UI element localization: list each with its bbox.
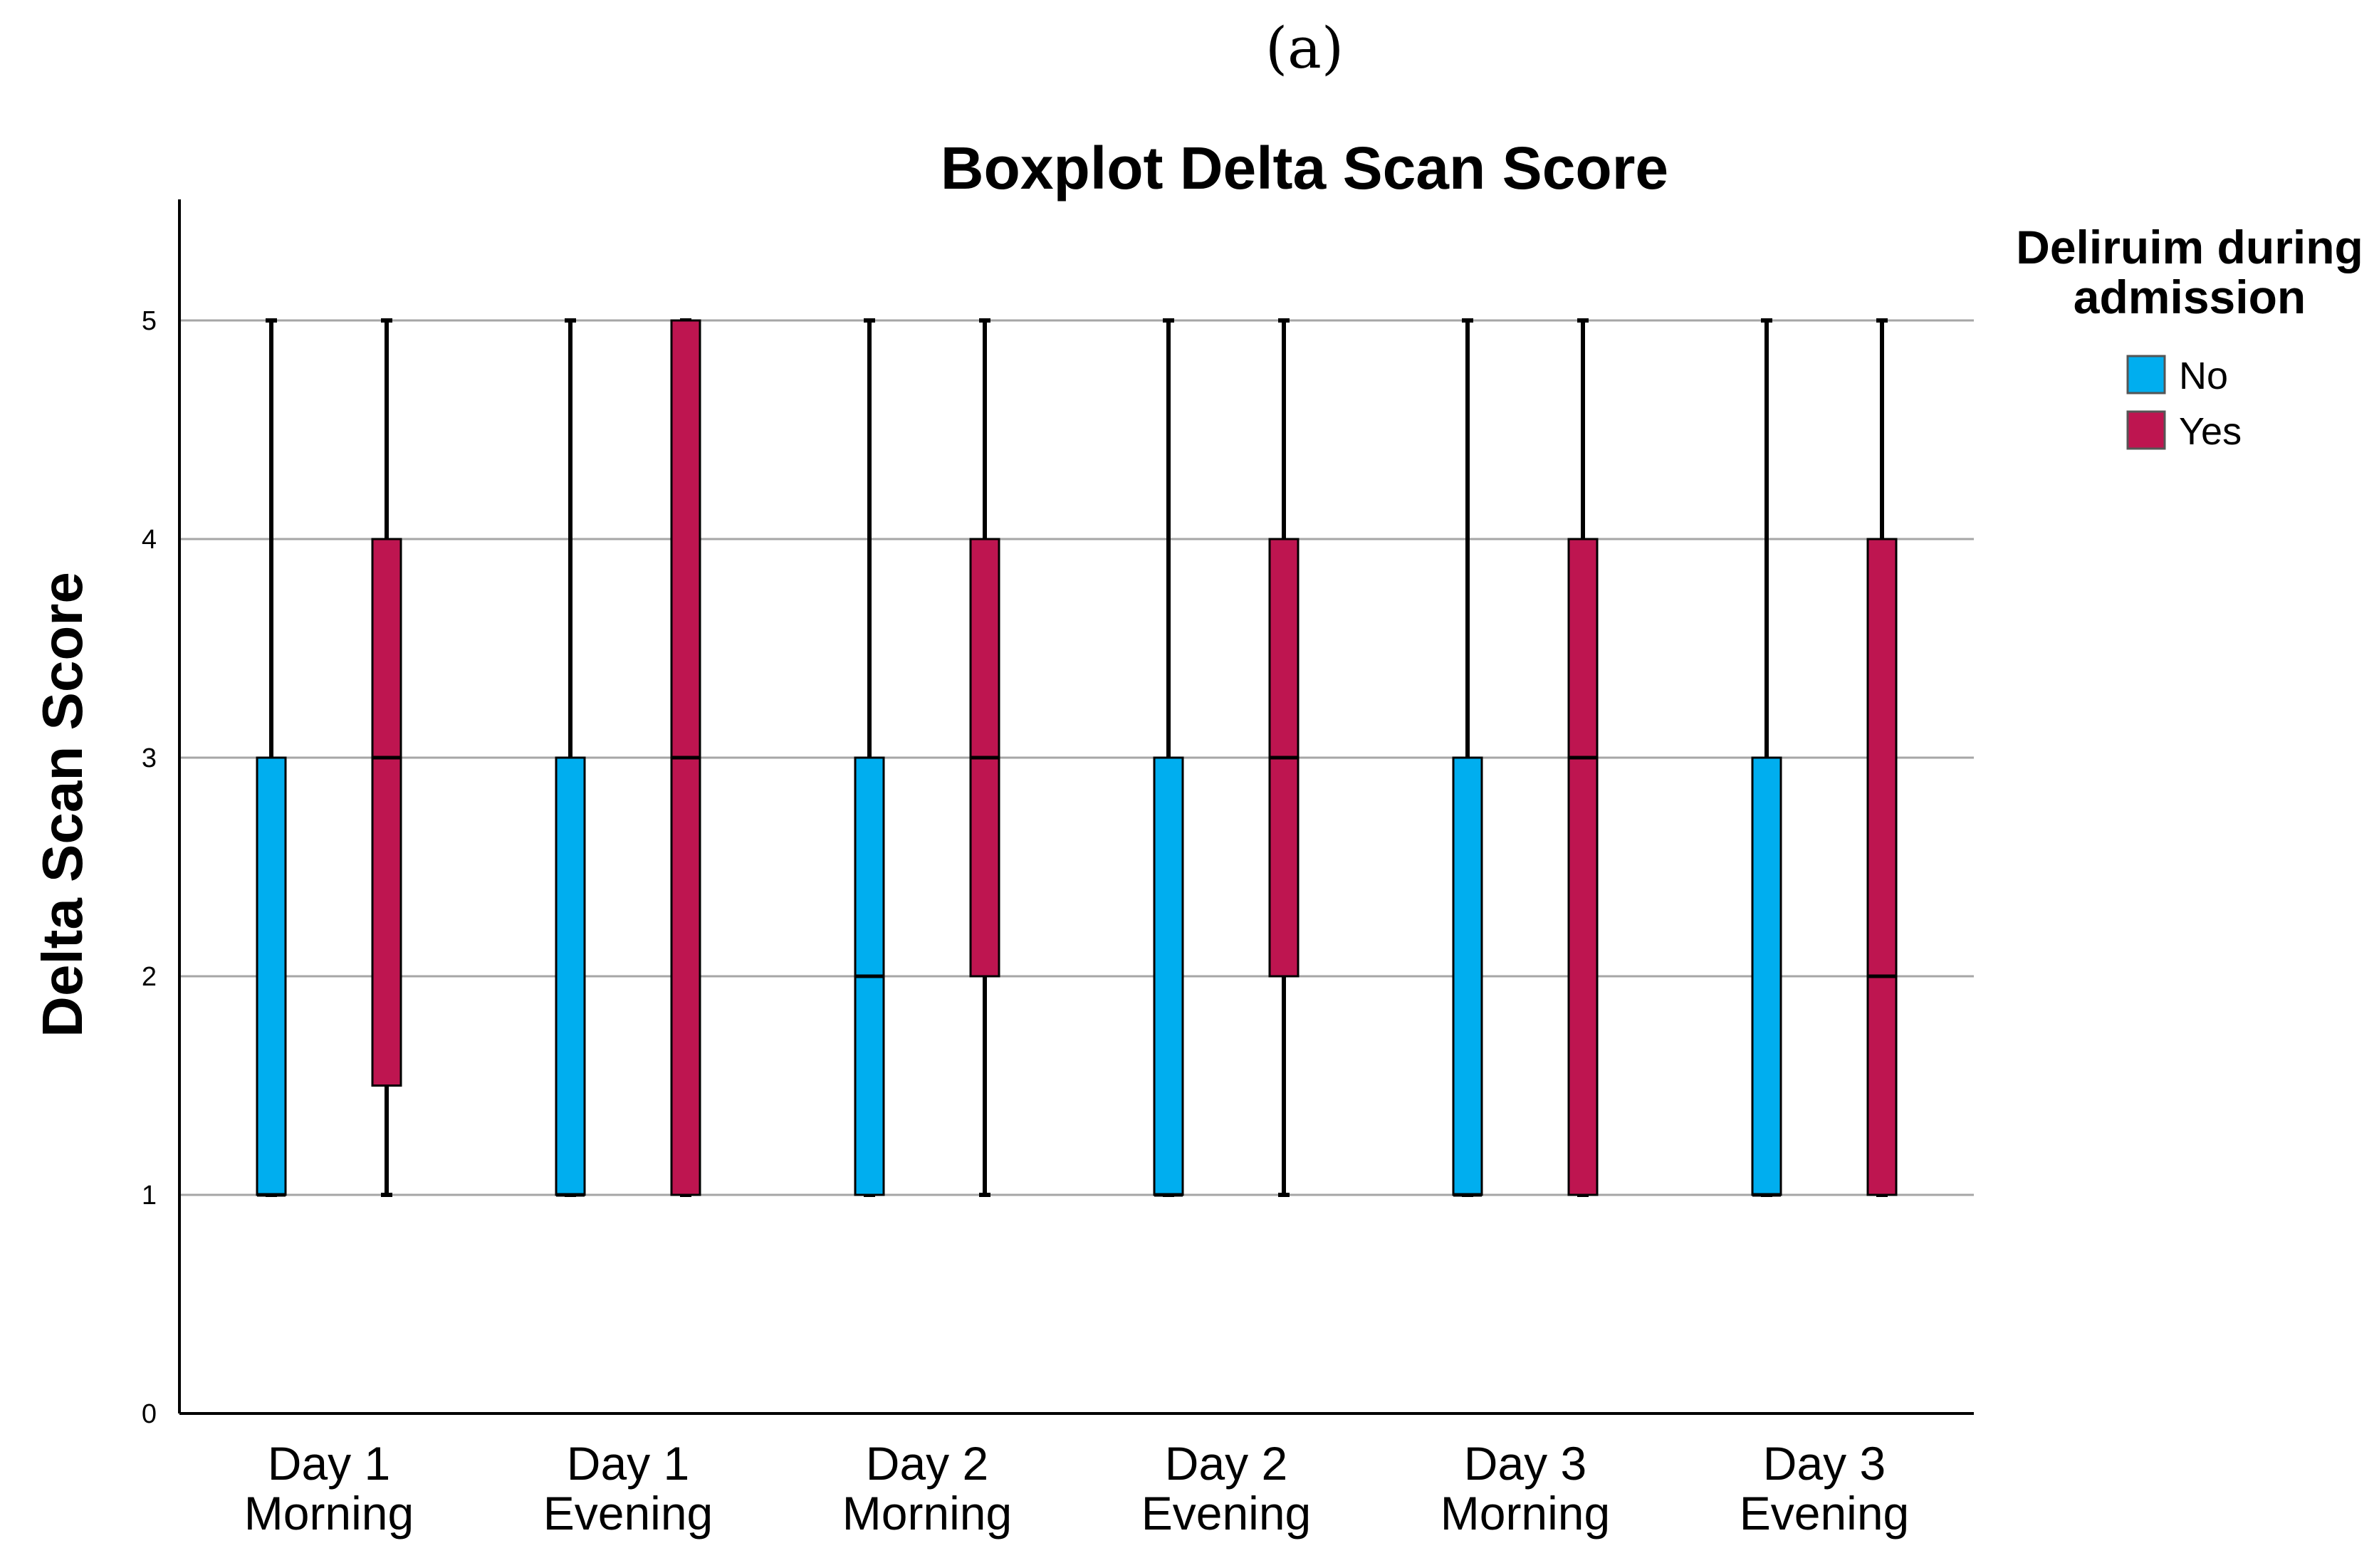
legend-swatch-no <box>2126 355 2166 394</box>
y-tick-label: 0 <box>142 1399 157 1429</box>
y-tick-label: 1 <box>142 1181 157 1211</box>
x-tick-label: Evening <box>1141 1487 1312 1540</box>
legend-label-no: No <box>2179 355 2228 397</box>
x-tick-label: Morning <box>842 1487 1012 1540</box>
legend-label-yes: Yes <box>2179 410 2242 453</box>
box-yes-4 <box>1268 318 1300 1197</box>
box-no-2 <box>555 318 586 1197</box>
box-no-6 <box>1751 318 1782 1197</box>
y-tick-label: 5 <box>142 306 157 336</box>
x-tick-label: Day 3 <box>1464 1437 1586 1490</box>
box-yes-1 <box>371 318 402 1197</box>
axes <box>178 199 1974 1415</box>
box-body <box>1567 538 1599 1196</box>
box-yes-3 <box>969 318 1000 1197</box>
x-tick-label: Day 2 <box>1165 1437 1287 1490</box>
x-tick-label: Day 1 <box>268 1437 390 1490</box>
box-no-5 <box>1452 318 1483 1197</box>
y-tick-label: 4 <box>142 525 157 555</box>
box-body <box>371 538 402 1087</box>
box-body <box>256 756 287 1196</box>
y-tick-label: 2 <box>142 962 157 992</box>
chart-title: Boxplot Delta Scan Score <box>941 135 1668 202</box>
box-body <box>1452 756 1483 1196</box>
x-tick-label: Day 2 <box>866 1437 988 1490</box>
box-yes-2 <box>670 318 701 1197</box>
x-tick-label: Morning <box>244 1487 414 1540</box>
x-tick-label: Day 1 <box>567 1437 689 1490</box>
box-body <box>1751 756 1782 1196</box>
box-no-4 <box>1153 318 1184 1197</box>
box-yes-6 <box>1866 318 1898 1197</box>
box-yes-5 <box>1567 318 1599 1197</box>
boxes <box>256 318 1898 1197</box>
x-tick-label: Morning <box>1441 1487 1610 1540</box>
panel-label: (a) <box>1265 15 1344 81</box>
x-tick-label: Evening <box>543 1487 713 1540</box>
legend-title: admission <box>2074 271 2306 323</box>
x-tick-label: Day 3 <box>1763 1437 1886 1490</box>
box-body <box>555 756 586 1196</box>
legend-swatch-yes <box>2126 410 2166 450</box>
y-axis-label: Delta Scan Score <box>31 572 94 1038</box>
box-no-1 <box>256 318 287 1197</box>
y-tick-label: 3 <box>142 743 157 773</box>
gridlines <box>179 319 1974 1196</box>
legend-title: Deliruim during <box>2016 221 2363 273</box>
box-no-3 <box>854 318 885 1197</box>
x-tick-label: Evening <box>1740 1487 1910 1540</box>
box-body <box>1153 756 1184 1196</box>
box-body <box>1866 538 1898 1196</box>
